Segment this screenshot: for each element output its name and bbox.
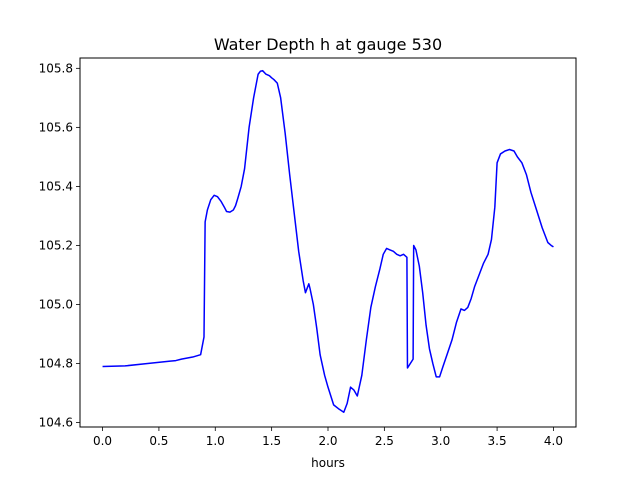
x-tick-label: 0.0 xyxy=(93,434,112,448)
plot-area-frame xyxy=(79,57,577,428)
x-tick-label: 4.0 xyxy=(544,434,563,448)
y-tick-label: 105.8 xyxy=(39,61,73,75)
y-axis-ticks: 104.6 104.8 105.0 105.2 105.4 105.6 105.8 xyxy=(39,61,80,430)
x-tick-label: 2.5 xyxy=(375,434,394,448)
x-tick-label: 3.0 xyxy=(431,434,450,448)
y-tick-label: 105.6 xyxy=(39,120,73,134)
x-tick-label: 3.5 xyxy=(488,434,507,448)
x-tick-label: 1.0 xyxy=(206,434,225,448)
y-tick-label: 105.2 xyxy=(39,238,73,252)
chart-title: Water Depth h at gauge 530 xyxy=(214,35,442,54)
series-line-layer xyxy=(102,69,554,413)
y-tick-label: 105.0 xyxy=(39,297,73,311)
y-tick-label: 104.8 xyxy=(39,357,73,371)
x-tick-label: 0.5 xyxy=(149,434,168,448)
y-tick-label: 105.4 xyxy=(39,179,73,193)
x-axis-ticks: 0.0 0.5 1.0 1.5 2.0 2.5 3.0 3.5 4.0 xyxy=(93,427,563,448)
x-tick-label: 2.0 xyxy=(318,434,337,448)
y-tick-label: 104.6 xyxy=(39,416,73,430)
series-line-0 xyxy=(102,69,554,413)
x-axis-label: hours xyxy=(311,456,345,470)
x-tick-label: 1.5 xyxy=(262,434,281,448)
